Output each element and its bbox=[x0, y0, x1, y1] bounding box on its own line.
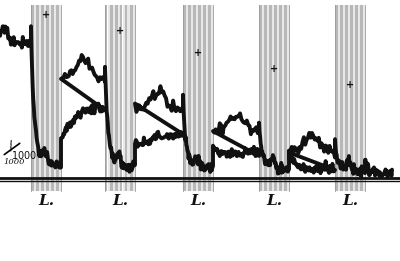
Bar bbox=[358, 5, 360, 191]
Text: $\mathsf{/}$: $\mathsf{/}$ bbox=[6, 138, 16, 153]
Bar bbox=[352, 5, 355, 191]
Bar bbox=[282, 5, 284, 191]
Bar bbox=[56, 5, 58, 191]
Text: +: + bbox=[116, 26, 124, 36]
Text: 1000: 1000 bbox=[3, 158, 25, 166]
Bar bbox=[210, 5, 213, 191]
Bar bbox=[34, 5, 36, 191]
Bar bbox=[108, 5, 110, 191]
Text: L.: L. bbox=[342, 194, 358, 208]
Bar bbox=[118, 5, 120, 191]
Bar bbox=[130, 5, 132, 191]
Bar bbox=[183, 5, 186, 191]
Bar bbox=[200, 5, 203, 191]
Bar bbox=[340, 5, 342, 191]
Bar bbox=[105, 5, 108, 191]
Bar bbox=[198, 5, 200, 191]
Text: L.: L. bbox=[190, 194, 206, 208]
Bar bbox=[110, 5, 112, 191]
Bar bbox=[203, 5, 206, 191]
Bar bbox=[41, 5, 44, 191]
Text: +: + bbox=[346, 80, 354, 90]
Bar bbox=[350, 5, 352, 191]
Bar bbox=[51, 5, 54, 191]
Bar bbox=[48, 5, 51, 191]
Bar bbox=[338, 5, 340, 191]
Bar bbox=[46, 5, 48, 191]
Bar bbox=[125, 5, 128, 191]
Text: +: + bbox=[194, 48, 202, 58]
Text: L.: L. bbox=[112, 194, 128, 208]
Bar bbox=[259, 5, 262, 191]
Bar bbox=[196, 5, 198, 191]
Bar bbox=[360, 5, 362, 191]
Bar bbox=[208, 5, 210, 191]
Bar bbox=[269, 5, 272, 191]
Bar bbox=[186, 5, 188, 191]
Bar bbox=[276, 5, 279, 191]
Bar bbox=[355, 5, 358, 191]
Bar bbox=[272, 5, 274, 191]
Bar bbox=[132, 5, 135, 191]
Bar bbox=[38, 5, 41, 191]
Bar bbox=[264, 5, 266, 191]
Bar bbox=[190, 5, 193, 191]
Text: +: + bbox=[42, 10, 50, 20]
Text: +: + bbox=[270, 64, 278, 74]
Bar bbox=[274, 5, 276, 191]
Bar bbox=[284, 5, 286, 191]
Bar bbox=[345, 5, 348, 191]
Bar bbox=[362, 5, 365, 191]
Bar bbox=[36, 5, 38, 191]
Bar bbox=[266, 5, 269, 191]
Bar bbox=[120, 5, 122, 191]
Bar bbox=[206, 5, 208, 191]
Bar bbox=[348, 5, 350, 191]
Bar bbox=[115, 5, 118, 191]
Bar bbox=[44, 5, 46, 191]
Bar bbox=[193, 5, 196, 191]
Bar bbox=[188, 5, 190, 191]
Bar bbox=[335, 5, 338, 191]
Bar bbox=[54, 5, 56, 191]
Bar bbox=[286, 5, 289, 191]
Bar bbox=[342, 5, 345, 191]
Bar bbox=[112, 5, 115, 191]
Text: L.: L. bbox=[266, 194, 282, 208]
Bar bbox=[262, 5, 264, 191]
Bar bbox=[122, 5, 125, 191]
Bar bbox=[128, 5, 130, 191]
Bar bbox=[58, 5, 61, 191]
Bar bbox=[279, 5, 282, 191]
Bar bbox=[31, 5, 34, 191]
Text: $\mathit{1000}$: $\mathit{1000}$ bbox=[11, 149, 37, 161]
Text: L.: L. bbox=[38, 194, 54, 208]
